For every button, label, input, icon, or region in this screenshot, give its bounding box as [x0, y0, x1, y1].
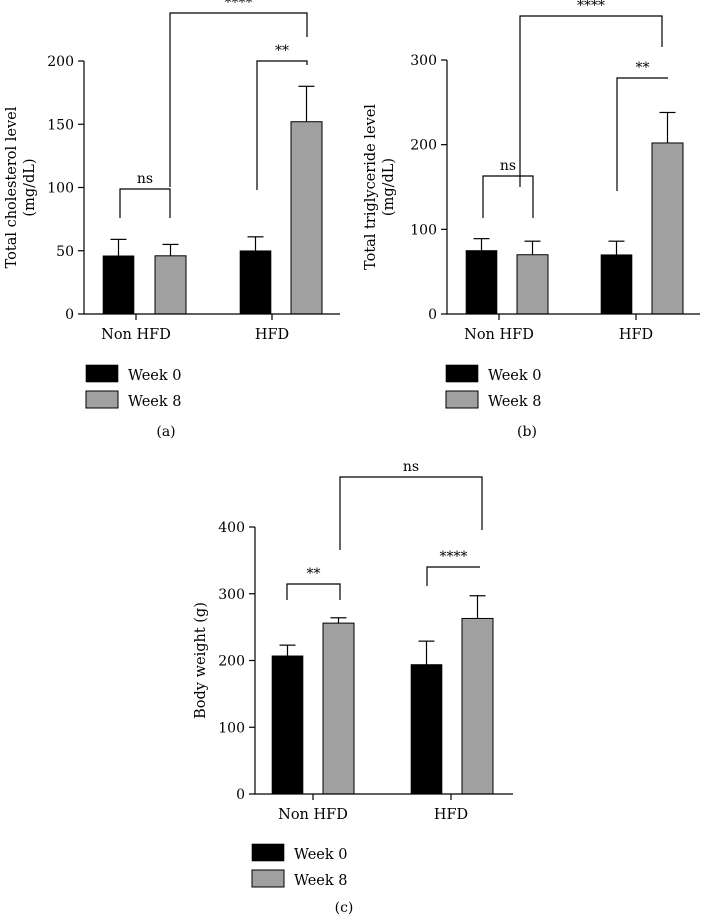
x-tick-label: Non HFD	[101, 327, 171, 343]
bar-week-0-hfd	[410, 664, 443, 795]
legend-swatch	[85, 390, 119, 409]
y-axis-label-line: Total cholesterol level	[4, 106, 20, 268]
y-tick-label: 200	[47, 54, 74, 70]
significance-label: **	[636, 60, 650, 76]
bar-week-0-non-hfd	[271, 655, 304, 795]
legend-label: Week 0	[294, 847, 348, 863]
significance-label: ****	[225, 0, 253, 11]
panel-label: (c)	[335, 900, 354, 916]
significance-bracket	[426, 566, 480, 586]
significance-label: ns	[403, 459, 419, 475]
bar-week-0-non-hfd	[465, 250, 498, 315]
bar-week-8-non-hfd	[516, 254, 549, 315]
bar-week-8-non-hfd	[322, 622, 355, 795]
bar-week-8-hfd	[290, 121, 323, 315]
y-tick-label: 100	[410, 222, 437, 238]
y-tick-label: 100	[218, 720, 245, 736]
y-tick-label: 50	[56, 244, 74, 260]
y-axis-label: Total triglyceride level (mg/dL)	[363, 104, 397, 270]
y-axis-label: Body weight (g)	[193, 602, 209, 719]
significance-label: ****	[577, 0, 605, 14]
significance-label: ns	[500, 158, 516, 174]
legend-label: Week 0	[128, 368, 182, 384]
significance-label: ns	[137, 171, 153, 187]
panel-label: (b)	[517, 424, 537, 440]
chart-panel-3: 0 100 200 300 400 Non HFD HFD Body weight (g) **…	[193, 459, 513, 916]
y-tick-label: 0	[428, 307, 437, 323]
legend-swatch	[251, 843, 285, 862]
legend-label: Week 8	[128, 394, 182, 410]
bar-week-8-hfd	[651, 142, 684, 315]
y-axis-label-line: Body weight (g)	[193, 602, 209, 719]
chart-panel-2: 0 100 200 300 Non HFD HFD Total triglyceride l…	[363, 0, 700, 440]
x-tick-label: Non HFD	[278, 807, 348, 823]
legend-label: Week 8	[488, 394, 542, 410]
panel-label: (a)	[156, 424, 175, 440]
significance-bracket	[169, 12, 308, 187]
legend-label: Week 8	[294, 873, 348, 889]
y-tick-label: 300	[218, 587, 245, 603]
y-axis-label-line: Total triglyceride level	[363, 104, 379, 270]
significance-bracket	[119, 188, 171, 218]
significance-bracket	[339, 476, 483, 550]
bar-week-0-non-hfd	[102, 255, 135, 315]
significance-bracket	[482, 175, 534, 218]
significance-label: ****	[440, 549, 468, 565]
y-tick-label: 100	[47, 181, 74, 197]
y-axis-label-line: (mg/dL)	[22, 158, 38, 216]
bar-week-8-non-hfd	[154, 255, 187, 315]
legend-swatch	[251, 869, 285, 888]
y-tick-label: 200	[410, 138, 437, 154]
legend-swatch	[85, 364, 119, 383]
significance-bracket	[616, 77, 668, 191]
y-axis-label: Total cholesterol level (mg/dL)	[4, 106, 38, 268]
y-tick-label: 300	[410, 53, 437, 69]
legend-swatch	[445, 390, 479, 409]
significance-label: **	[275, 43, 289, 59]
bar-week-0-hfd	[600, 254, 633, 315]
legend-swatch	[445, 364, 479, 383]
x-tick-label: HFD	[255, 327, 289, 343]
bar-week-0-hfd	[239, 250, 272, 315]
significance-bracket	[519, 15, 663, 187]
y-tick-label: 0	[65, 307, 74, 323]
significance-label: **	[307, 566, 321, 582]
significance-bracket	[286, 583, 341, 600]
significance-bracket	[256, 60, 308, 190]
x-tick-label: HFD	[434, 807, 468, 823]
legend-label: Week 0	[488, 368, 542, 384]
y-tick-label: 0	[236, 787, 245, 803]
y-tick-label: 150	[47, 117, 74, 133]
y-axis-label-line: (mg/dL)	[381, 158, 397, 216]
y-tick-label: 400	[218, 520, 245, 536]
chart-panel-1: 0 50 100 150 200 Non HFD HFD Total cholesterol …	[4, 0, 340, 440]
x-tick-label: HFD	[619, 327, 653, 343]
x-tick-label: Non HFD	[464, 327, 534, 343]
y-tick-label: 200	[218, 654, 245, 670]
bar-week-8-hfd	[461, 617, 494, 795]
